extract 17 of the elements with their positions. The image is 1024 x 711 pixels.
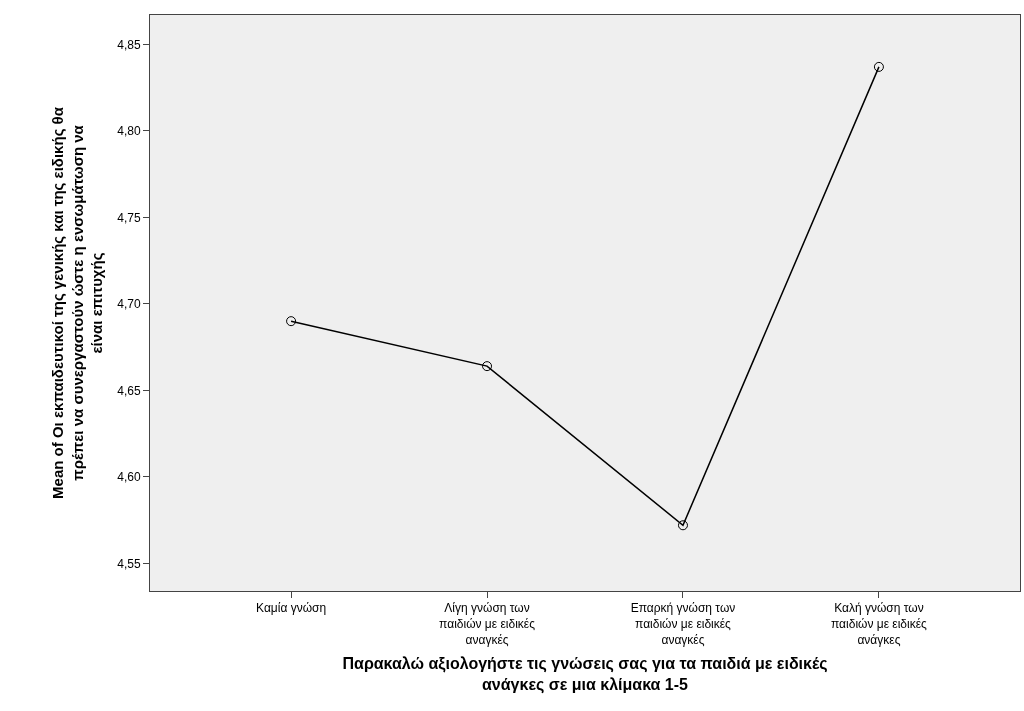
point bbox=[286, 316, 297, 327]
x-tick-label: Καλή γνώση των παιδιών με ειδικές ανάγκες bbox=[830, 601, 928, 647]
point bbox=[482, 361, 493, 372]
x-tick-label: Επαρκή γνώση των παιδιών με ειδικές αναγκές bbox=[630, 601, 736, 647]
y-tick-label: 4,85 bbox=[117, 37, 141, 52]
y-tick-label: 4,80 bbox=[117, 124, 141, 139]
y-axis-title: Mean of Οι εκπαιδευτικοί της γενικής και της ειδικής θα πρέπει να συνεργαστούν ώστε η ενσωμάτωση να είναι επιτυχής bbox=[49, 106, 106, 499]
point bbox=[677, 520, 688, 531]
x-axis-title: Παρακαλώ αξιολογήστε τις γνώσεις σας για τα παιδιά με ειδικές ανάγκες σε μια κλίμακα 1-5 bbox=[342, 655, 828, 695]
y-tick-label: 4,60 bbox=[117, 470, 141, 485]
x-tick-label: Λίγη γνώση των παιδιών με ειδικές αναγκές bbox=[439, 601, 536, 647]
point bbox=[873, 61, 884, 72]
x-tick-label: Καμία γνώση bbox=[256, 601, 327, 616]
y-tick-label: 4,75 bbox=[117, 210, 141, 225]
y-tick-label: 4,55 bbox=[117, 556, 141, 571]
y-tick-label: 4,65 bbox=[117, 383, 141, 398]
y-tick-label: 4,70 bbox=[117, 297, 141, 312]
